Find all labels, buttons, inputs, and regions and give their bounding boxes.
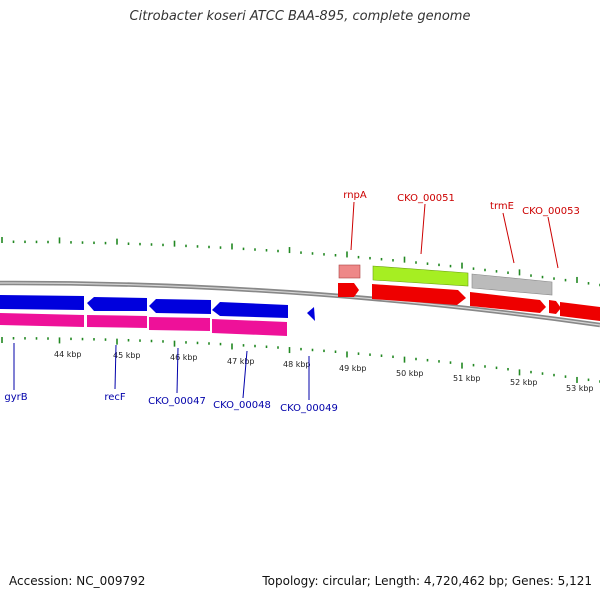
reverse-strand-features [0, 295, 315, 336]
ruler-label: 48 kbp [283, 360, 311, 369]
label-leader [502, 212, 515, 264]
label-leader [176, 347, 179, 394]
recF-pink-box[interactable] [87, 315, 147, 328]
cko00051-cds-arrow[interactable] [372, 284, 466, 305]
genome-backbone-inner [0, 282, 600, 326]
next-cds-arrow[interactable] [560, 302, 600, 321]
genome-summary-text: Topology: circular; Length: 4,720,462 bp… [262, 574, 592, 588]
upper-tick-row [1, 237, 600, 287]
gene-label-cko00049[interactable]: CKO_00049 [280, 403, 338, 414]
map-title: Citrobacter koseri ATCC BAA-895, complet… [129, 9, 471, 24]
label-leader [114, 344, 117, 390]
label-leader [420, 203, 426, 255]
forward-gene-labels: rnpA CKO_00051 trmE CKO_00053 [343, 190, 580, 269]
cko00049-cds-arrow[interactable] [307, 307, 315, 321]
ruler-label: 44 kbp [54, 350, 82, 359]
trmE-upper-box[interactable] [471, 273, 553, 296]
cko00048-cds-arrow[interactable] [212, 302, 288, 318]
rnpA-rrna-box[interactable] [338, 264, 361, 279]
kbp-ruler: 44 kbp 45 kbp 46 kbp 47 kbp 48 kbp 49 kb… [54, 350, 594, 393]
gene-label-trmE[interactable]: trmE [490, 201, 514, 212]
gyrB-pink-box[interactable] [0, 313, 84, 327]
cko00047-cds-arrow[interactable] [149, 299, 211, 314]
ruler-label: 53 kbp [566, 384, 594, 393]
gene-label-gyrB[interactable]: gyrB [4, 392, 27, 403]
cko00051-upper-box[interactable] [372, 265, 469, 287]
recF-cds-arrow[interactable] [87, 297, 147, 311]
label-leader [547, 216, 559, 269]
lower-tick-row [1, 337, 600, 383]
trmE-cds-arrow[interactable] [470, 292, 546, 313]
cko00048-pink-box[interactable] [212, 319, 287, 336]
forward-strand-features [338, 264, 600, 321]
cko00053-cds-arrow[interactable] [549, 300, 561, 314]
gene-label-cko00053[interactable]: CKO_00053 [522, 206, 580, 217]
rnpA-cds-arrow[interactable] [338, 283, 359, 297]
label-leader [242, 350, 248, 399]
gene-label-cko00047[interactable]: CKO_00047 [148, 396, 206, 407]
gene-label-rnpA[interactable]: rnpA [343, 190, 367, 201]
gene-label-recF[interactable]: recF [104, 392, 126, 403]
ruler-label: 52 kbp [510, 378, 538, 387]
ruler-label: 49 kbp [339, 364, 367, 373]
ruler-label: 50 kbp [396, 369, 424, 378]
label-leader [350, 201, 355, 251]
ruler-label: 46 kbp [170, 353, 198, 362]
gene-label-cko00051[interactable]: CKO_00051 [397, 193, 455, 204]
gene-label-cko00048[interactable]: CKO_00048 [213, 400, 271, 411]
gyrB-cds-arrow[interactable] [0, 295, 84, 310]
ruler-label: 45 kbp [113, 351, 141, 360]
accession-text: Accession: NC_009792 [9, 574, 146, 588]
ruler-label: 47 kbp [227, 357, 255, 366]
reverse-gene-labels: gyrB recF CKO_00047 CKO_00048 CKO_00049 [4, 343, 338, 414]
ruler-label: 51 kbp [453, 374, 481, 383]
cko00047-pink-box[interactable] [149, 317, 210, 331]
